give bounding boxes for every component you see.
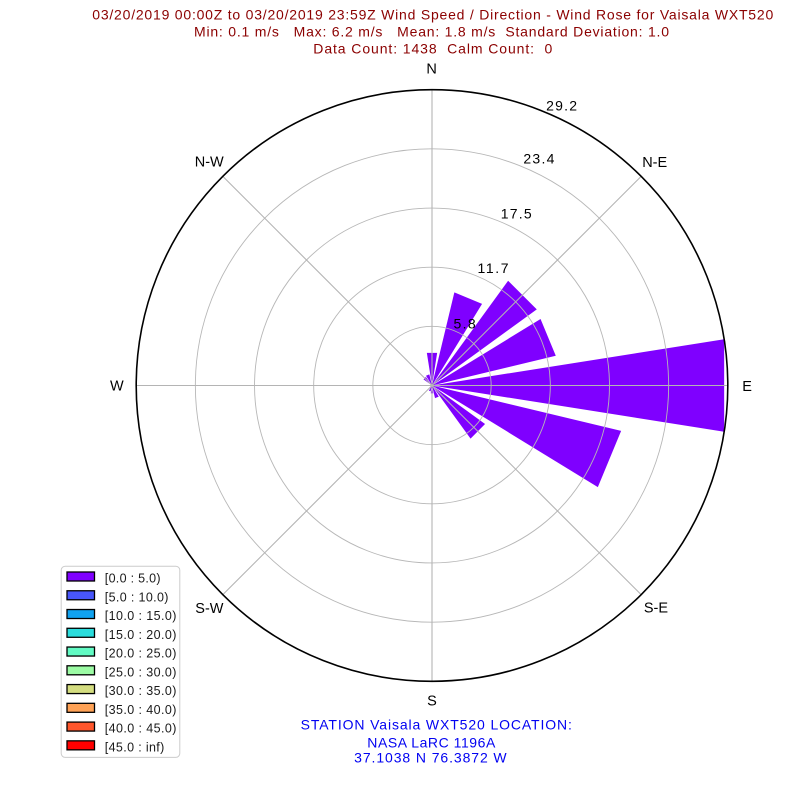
svg-text:11.7: 11.7 [478,260,509,276]
svg-text:[45.0 : inf): [45.0 : inf) [105,740,165,754]
svg-text:[25.0 : 30.0): [25.0 : 30.0) [105,665,177,679]
svg-text:[30.0 : 35.0): [30.0 : 35.0) [105,684,177,698]
svg-text:N-E: N-E [642,155,667,171]
svg-text:N-W: N-W [195,154,224,170]
svg-text:23.4: 23.4 [523,150,554,166]
svg-text:S: S [427,694,437,710]
svg-text:03/20/2019 00:00Z to 03/20/201: 03/20/2019 00:00Z to 03/20/2019 23:59Z W… [92,7,773,23]
svg-text:N: N [426,62,436,78]
svg-text:[35.0 : 40.0): [35.0 : 40.0) [105,703,177,717]
svg-text:37.1038 N 76.3872 W: 37.1038 N 76.3872 W [354,749,507,765]
svg-text:5.8: 5.8 [454,316,476,332]
svg-text:[0.0 : 5.0): [0.0 : 5.0) [105,572,161,586]
svg-text:S-E: S-E [644,601,669,617]
svg-text:[10.0 : 15.0): [10.0 : 15.0) [105,609,177,623]
svg-text:29.2: 29.2 [546,98,577,114]
svg-text:[20.0 : 25.0): [20.0 : 25.0) [105,647,177,661]
svg-text:W: W [110,379,124,395]
svg-text:Data Count: 1438 Calm Count:: Data Count: 1438 Calm Count: 0 [313,41,552,57]
svg-text:STATION Vaisala WXT520 LOCATIO: STATION Vaisala WXT520 LOCATION: [301,716,572,732]
svg-text:17.5: 17.5 [501,206,532,222]
svg-text:[5.0 : 10.0): [5.0 : 10.0) [105,590,169,604]
svg-text:Min: 0.1 m/s Max: 6.2 m/s: Min: 0.1 m/s Max: 6.2 m/s Mean: 1.8 m/s … [194,23,669,39]
svg-text:[15.0 : 20.0): [15.0 : 20.0) [105,628,177,642]
svg-text:E: E [742,379,752,395]
svg-text:NASA LaRC 1196A: NASA LaRC 1196A [367,734,496,750]
svg-text:[40.0 : 45.0): [40.0 : 45.0) [105,722,177,736]
svg-text:S-W: S-W [195,601,224,617]
